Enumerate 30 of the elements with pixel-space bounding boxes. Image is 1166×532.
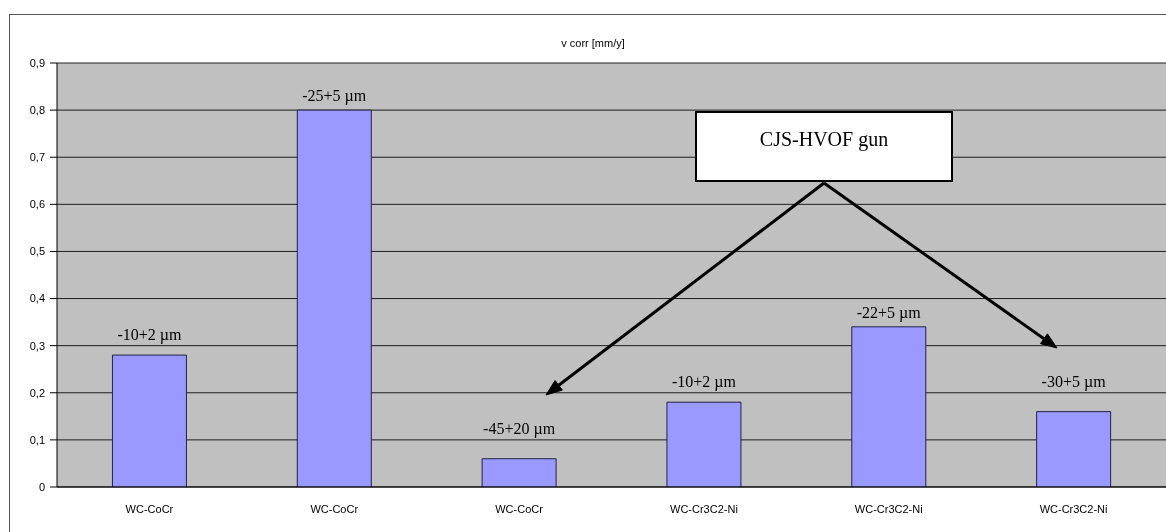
x-tick-label: WC-CoCr bbox=[125, 502, 174, 515]
annotation: -25+5 µm bbox=[302, 87, 367, 106]
annotation: -10+2 µm bbox=[671, 372, 737, 391]
annotation: -30+5 µm bbox=[1041, 372, 1107, 391]
y-tick-label: 0,5 bbox=[29, 245, 45, 258]
y-tick-label: 0 bbox=[38, 480, 45, 493]
y-tick-label: 0,8 bbox=[29, 104, 45, 117]
y-tick-label: 0,1 bbox=[29, 433, 45, 446]
x-tick-label: WC-CoCr bbox=[495, 502, 544, 515]
y-tick-label: 0,7 bbox=[29, 151, 45, 164]
y-tick-label: 0,6 bbox=[29, 198, 45, 211]
annotation: -10+2 µm bbox=[117, 325, 182, 344]
y-tick-label: 0,2 bbox=[29, 386, 45, 399]
chart-title: v corr [mm/y] bbox=[561, 37, 625, 49]
bar bbox=[666, 401, 742, 487]
y-tick-label: 0,3 bbox=[29, 339, 45, 352]
annotation: -22+5 µm bbox=[856, 303, 922, 322]
bar bbox=[851, 326, 927, 487]
annotation: -45+20 µm bbox=[483, 419, 556, 438]
bar bbox=[481, 458, 557, 487]
bar bbox=[296, 109, 372, 487]
y-tick-label: 0,9 bbox=[29, 56, 45, 69]
y-tick-label: 0,4 bbox=[29, 292, 45, 305]
annotation: CJS-HVOF gun bbox=[759, 128, 889, 150]
x-tick-label: WC-CoCr bbox=[310, 502, 359, 515]
bar bbox=[111, 354, 187, 487]
bar bbox=[1036, 411, 1112, 487]
x-tick-label: WC-Cr3C2-Ni bbox=[670, 502, 738, 515]
x-tick-label: WC-Cr3C2-Ni bbox=[854, 502, 923, 515]
x-tick-label: WC-Cr3C2-Ni bbox=[1039, 502, 1108, 515]
